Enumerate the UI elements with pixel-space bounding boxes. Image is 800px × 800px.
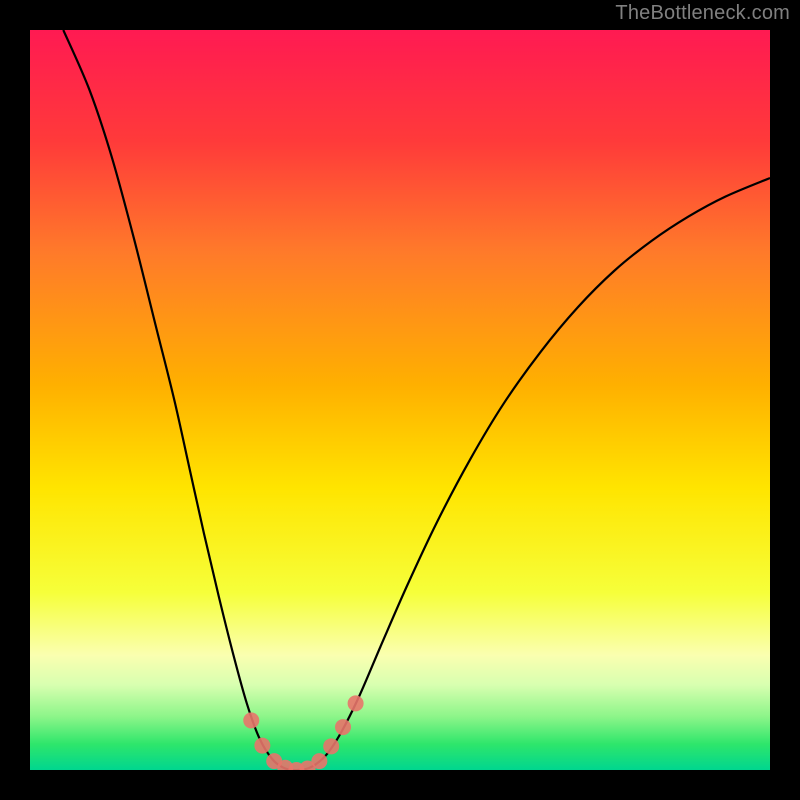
watermark-text: TheBottleneck.com	[615, 2, 790, 25]
bottleneck-marker	[311, 753, 327, 769]
curve-svg	[0, 0, 800, 800]
bottleneck-marker	[335, 719, 351, 735]
bottleneck-marker	[243, 712, 259, 728]
bottleneck-marker	[348, 695, 364, 711]
bottleneck-marker	[254, 738, 270, 754]
bottleneck-curve	[63, 30, 770, 770]
bottleneck-marker	[323, 738, 339, 754]
chart-container: TheBottleneck.com	[0, 0, 800, 800]
